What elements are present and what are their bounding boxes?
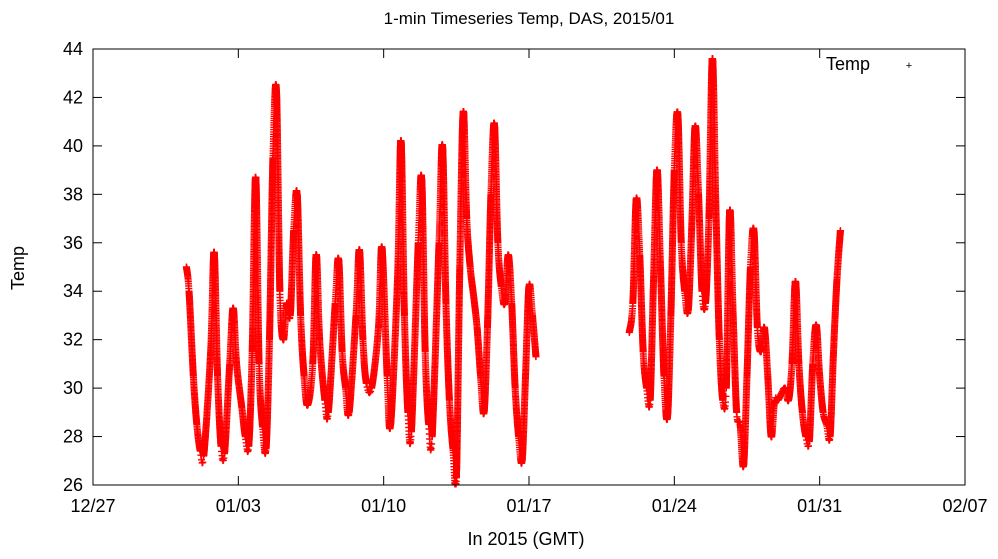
chart-title: 1-min Timeseries Temp, DAS, 2015/01 (384, 9, 675, 28)
data-points (182, 55, 844, 488)
x-axis-label: In 2015 (GMT) (467, 529, 584, 549)
data-point-marker (199, 458, 207, 466)
y-axis-label: Temp (8, 246, 28, 290)
